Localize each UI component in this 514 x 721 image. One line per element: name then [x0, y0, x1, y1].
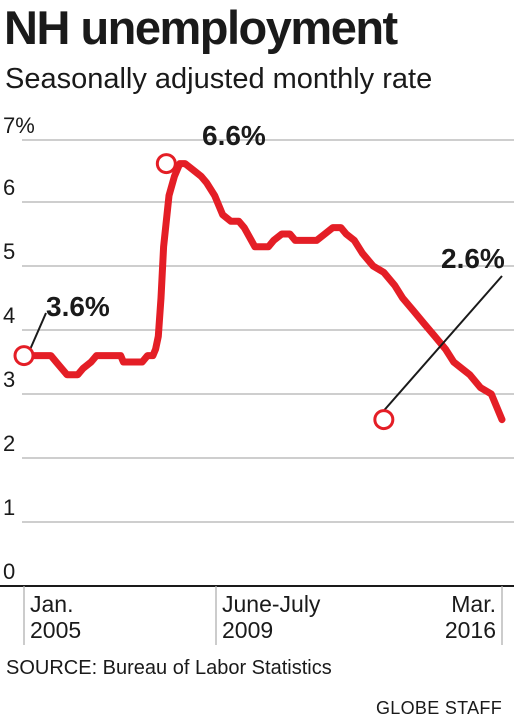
- y-axis-labels: 7% 6 5 4 3 2 1 0: [3, 113, 35, 584]
- annotation-label-peak: 6.6%: [202, 120, 266, 151]
- annotation-label-start: 3.6%: [46, 291, 110, 322]
- y-tick-label: 5: [3, 239, 15, 264]
- y-tick-label: 4: [3, 303, 15, 328]
- x-tick-label: Jan.: [30, 591, 73, 617]
- annotation-leader-line: [29, 312, 47, 351]
- x-tick-label: 2005: [30, 617, 81, 643]
- y-tick-label: 1: [3, 495, 15, 520]
- y-tick-label: 0: [3, 559, 15, 584]
- annotation-marker: [155, 153, 177, 175]
- source-note: SOURCE: Bureau of Labor Statistics: [6, 657, 332, 679]
- y-tick-label: 6: [3, 175, 15, 200]
- y-tick-label: 3: [3, 367, 15, 392]
- chart-subtitle: Seasonally adjusted monthly rate: [5, 63, 433, 95]
- chart-title: NH unemployment: [4, 1, 398, 54]
- x-axis-labels: Jan. 2005 June-July 2009 Mar. 2016: [30, 591, 496, 643]
- gridlines: [0, 139, 514, 587]
- annotation-markers: [13, 153, 395, 431]
- annotation-leader-line: [383, 275, 503, 412]
- x-tick-label: Mar.: [451, 591, 496, 617]
- annotation-label-end: 2.6%: [441, 243, 505, 274]
- x-tick-label: June-July: [222, 591, 321, 617]
- y-tick-label: 2: [3, 431, 15, 456]
- series-line: [20, 160, 506, 424]
- credit-line: GLOBE STAFF: [376, 698, 502, 718]
- x-tick-label: 2009: [222, 617, 273, 643]
- annotation-marker: [13, 345, 35, 367]
- annotation-marker: [373, 409, 395, 431]
- x-tick-label: 2016: [445, 617, 496, 643]
- y-tick-label: 7%: [3, 113, 35, 138]
- x-axis-ticks: [23, 586, 503, 645]
